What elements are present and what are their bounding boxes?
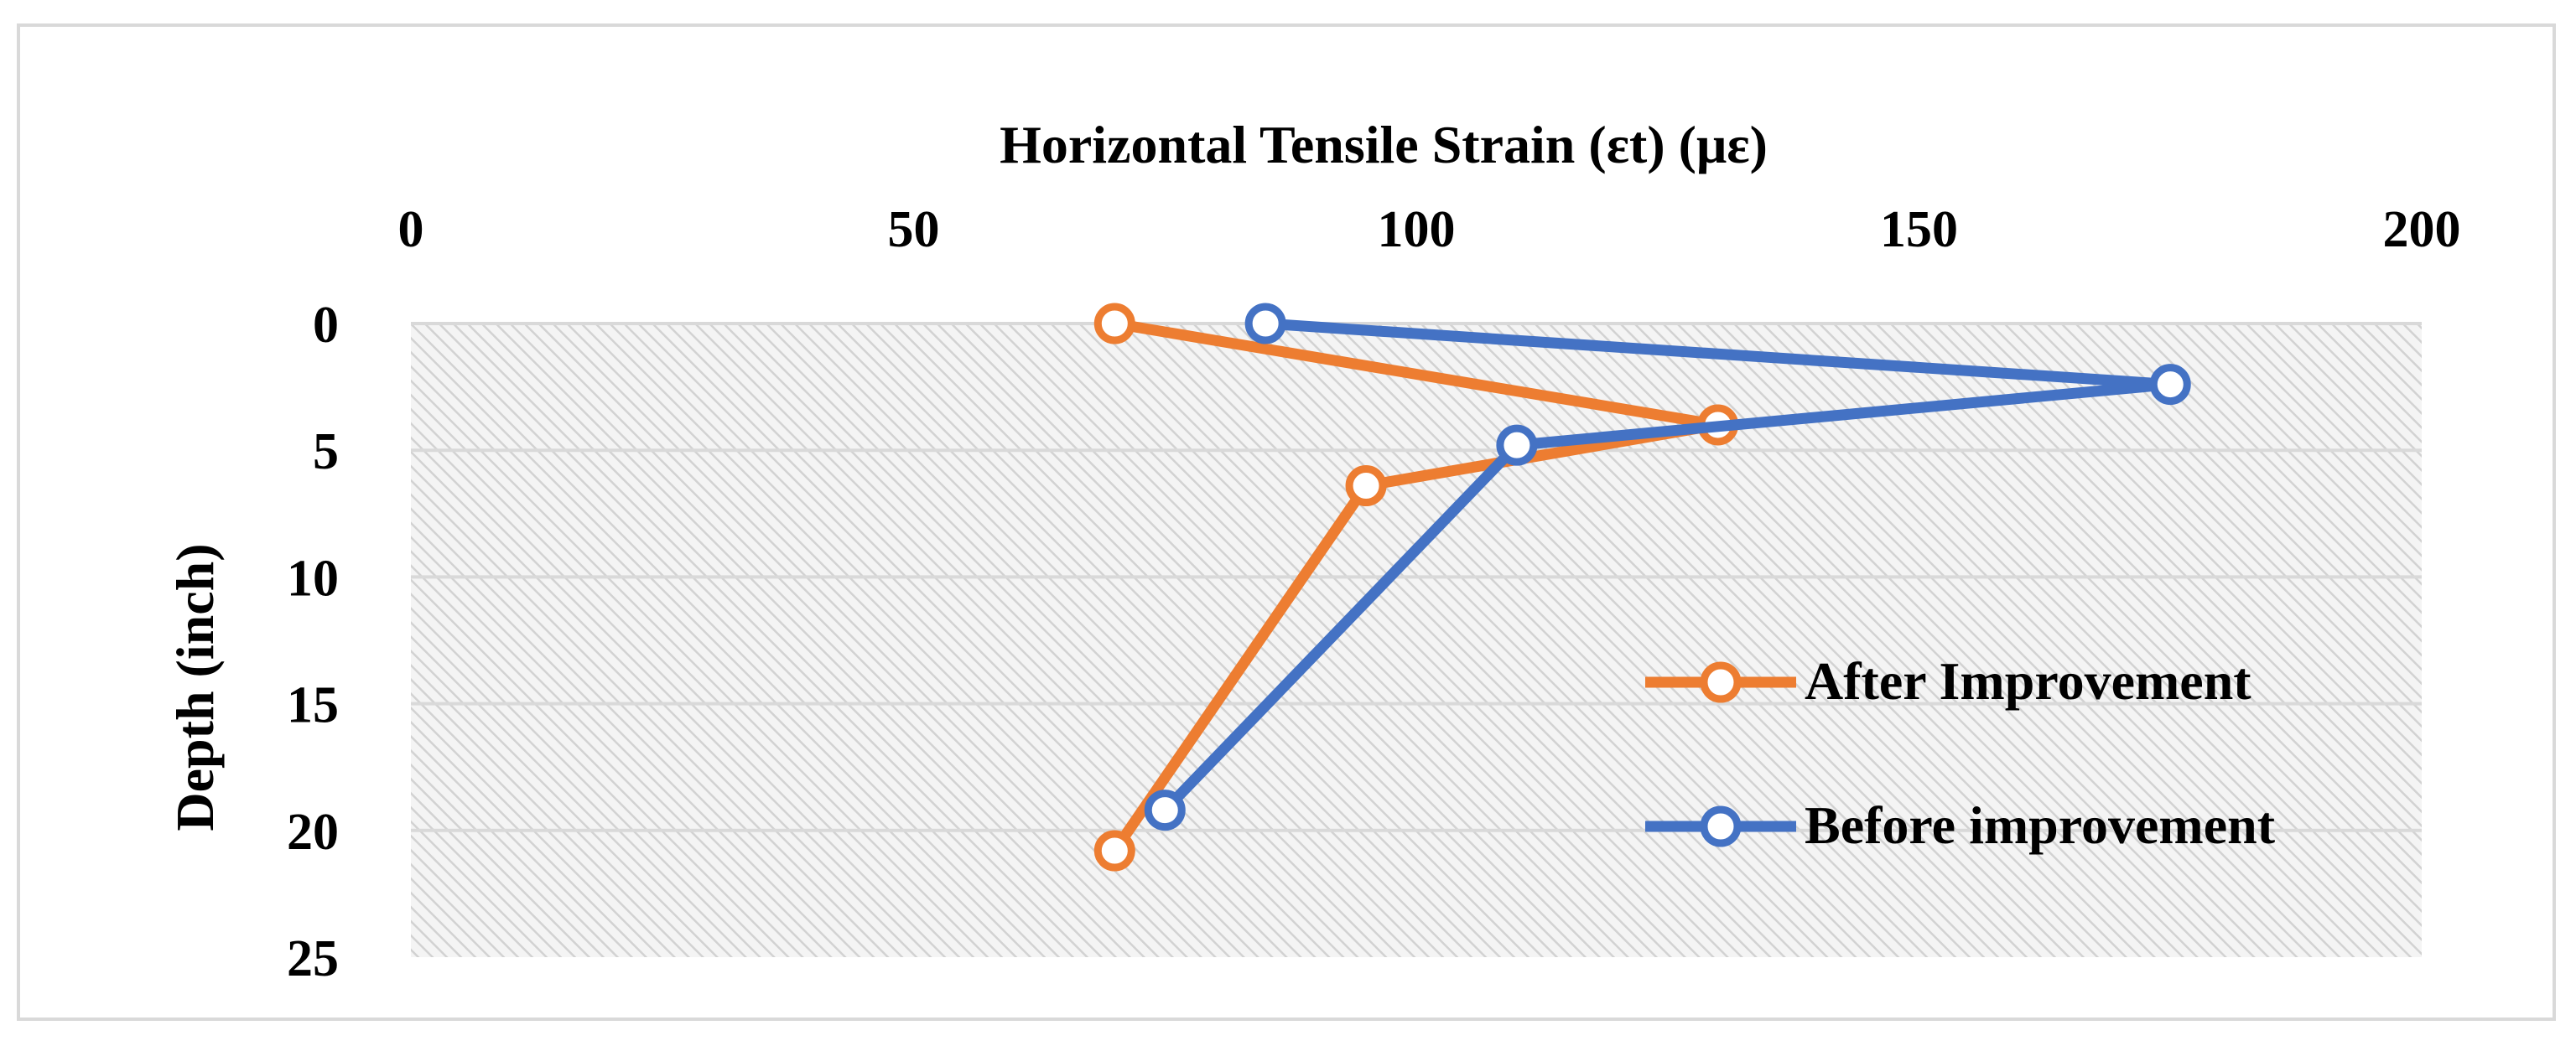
y-tick-label: 15 <box>287 677 339 734</box>
legend-label-after-improvement: After Improvement <box>1805 651 2251 711</box>
series-line-after-improvement <box>1109 318 1724 857</box>
x-tick-label: 150 <box>1880 201 1958 258</box>
data-point-after-improvement <box>1093 303 1135 344</box>
x-tick-label: 100 <box>1378 201 1456 258</box>
data-point-before-improvement <box>1244 303 1286 344</box>
data-point-after-improvement <box>1093 830 1135 872</box>
series-line-before-improvement <box>1159 318 2176 816</box>
x-axis-ticks: 0 50 100 150 200 <box>398 201 2461 258</box>
data-point-before-improvement <box>1144 790 1186 831</box>
data-point-before-improvement <box>2149 364 2191 406</box>
data-point-after-improvement <box>1345 465 1387 507</box>
y-axis-ticks: 0 5 10 15 20 25 <box>287 297 339 987</box>
x-tick-label: 200 <box>2383 201 2461 258</box>
y-tick-label: 20 <box>287 804 339 861</box>
y-tick-label: 5 <box>313 423 339 480</box>
grid-lines <box>411 322 2422 832</box>
y-tick-label: 10 <box>287 550 339 607</box>
legend-item-after-improvement: After Improvement <box>1645 651 2251 711</box>
plot-area <box>411 324 2422 957</box>
x-tick-label: 0 <box>398 201 424 258</box>
legend: After Improvement Before improvement <box>1645 651 2276 855</box>
x-axis-title: Horizontal Tensile Strain (εt) (με) <box>1000 115 1768 174</box>
y-tick-label: 0 <box>313 297 339 354</box>
y-tick-label: 25 <box>287 930 339 987</box>
data-point-before-improvement <box>1496 424 1538 466</box>
series-layer <box>1093 303 2191 872</box>
x-tick-label: 50 <box>888 201 940 258</box>
legend-marker-after-improvement <box>1700 661 1742 703</box>
legend-marker-before-improvement <box>1700 805 1742 847</box>
legend-item-before-improvement: Before improvement <box>1645 795 2276 855</box>
legend-label-before-improvement: Before improvement <box>1805 795 2276 855</box>
y-axis-title: Depth (inch) <box>165 543 225 831</box>
